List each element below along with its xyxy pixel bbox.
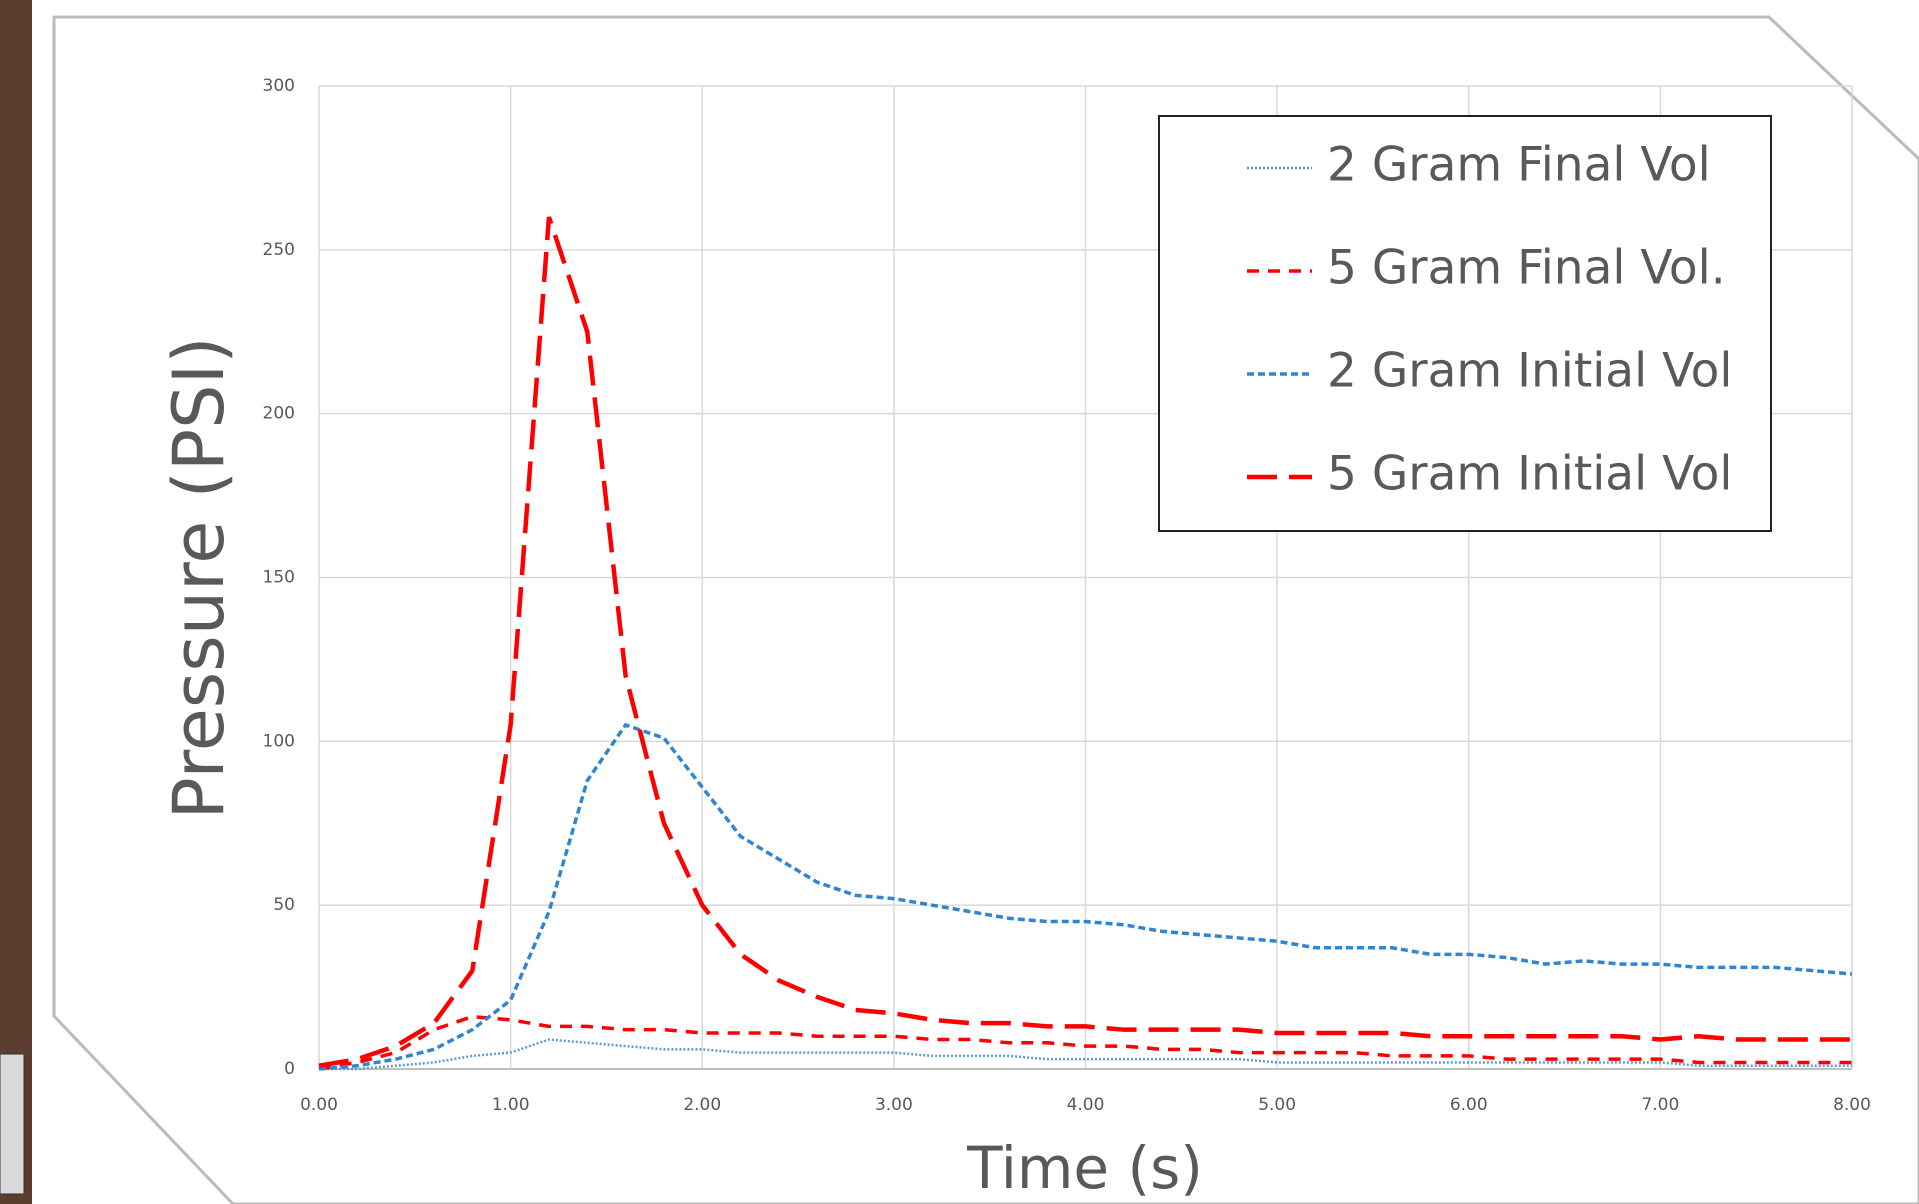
x-axis-title: Time (s): [966, 1134, 1203, 1202]
y-tick-label: 200: [263, 404, 295, 424]
series-line: [318, 1014, 1852, 1071]
y-tick-label: 250: [263, 240, 295, 260]
x-tick-label: 1.00: [492, 1095, 530, 1115]
x-tick-label: 3.00: [875, 1095, 913, 1115]
y-tick-label: 50: [273, 895, 295, 915]
y-tick-label: 300: [263, 76, 295, 96]
x-tick-label: 2.00: [683, 1095, 721, 1115]
y-axis-title: Pressure (PSI): [158, 336, 240, 819]
series-line: [318, 216, 1852, 1068]
legend-label: 5 Gram Final Vol.: [1327, 241, 1726, 296]
y-tick-label: 150: [263, 568, 295, 588]
y-tick-label: 100: [263, 731, 295, 751]
y-tick-label: 0: [284, 1059, 295, 1079]
x-tick-label: 0.00: [300, 1095, 338, 1115]
series-line: [319, 1038, 1852, 1071]
legend-label: 2 Gram Final Vol: [1327, 138, 1711, 193]
side-box: [0, 1053, 25, 1195]
x-tick-label: 8.00: [1833, 1095, 1871, 1115]
legend-box: [1158, 115, 1772, 532]
x-tick-label: 7.00: [1641, 1095, 1679, 1115]
x-tick-label: 5.00: [1258, 1095, 1296, 1115]
side-photo: [0, 0, 32, 1204]
series-line: [318, 722, 1853, 1071]
legend-label: 2 Gram Initial Vol: [1327, 344, 1732, 399]
legend-label: 5 Gram Initial Vol: [1327, 447, 1732, 502]
x-tick-label: 4.00: [1067, 1095, 1105, 1115]
x-tick-label: 6.00: [1450, 1095, 1488, 1115]
